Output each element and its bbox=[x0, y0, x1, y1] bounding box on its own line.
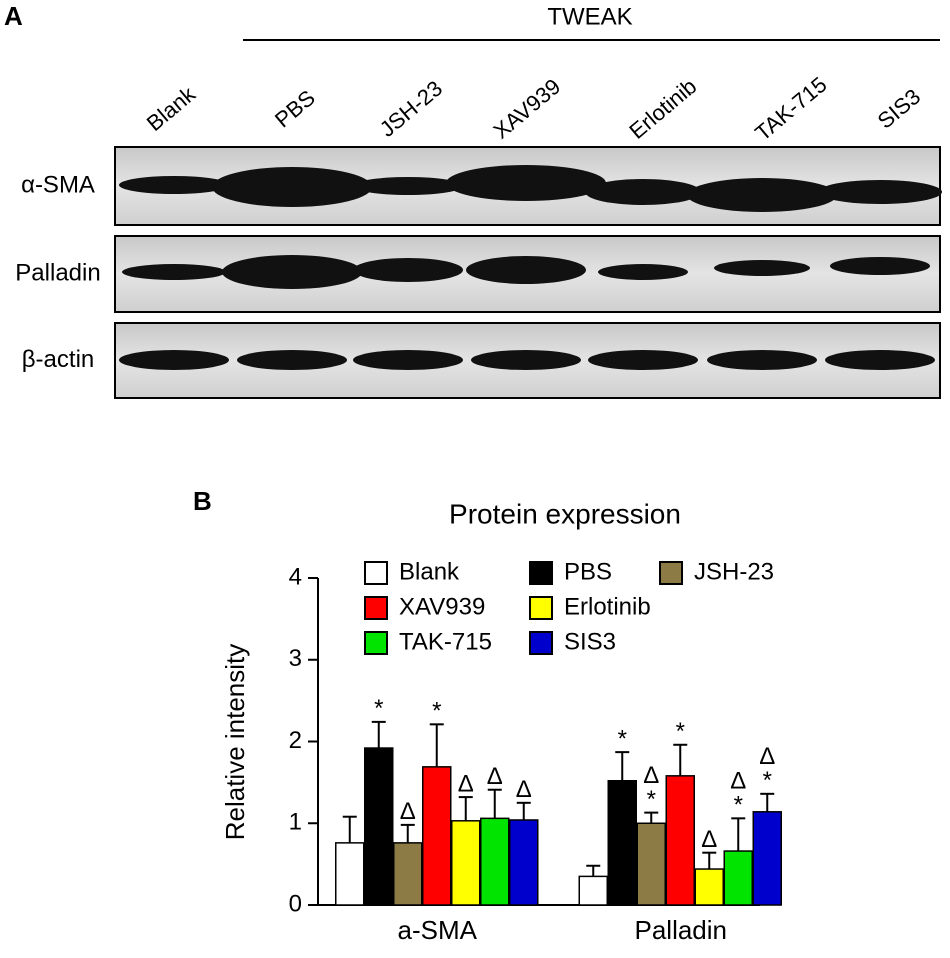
band bbox=[446, 165, 606, 201]
legend-label: PBS bbox=[564, 558, 612, 585]
significance-mark: * bbox=[432, 698, 441, 725]
lane-label: SIS3 bbox=[873, 84, 926, 134]
significance-mark: Δ bbox=[701, 826, 717, 853]
significance-mark: Δ bbox=[516, 776, 532, 803]
legend-swatch bbox=[529, 631, 553, 655]
treatment-header: TWEAK bbox=[547, 3, 632, 30]
legend-label: XAV939 bbox=[399, 593, 485, 620]
bar bbox=[752, 811, 782, 906]
bar bbox=[422, 766, 452, 906]
y-tick-label: 4 bbox=[289, 563, 302, 590]
band bbox=[122, 264, 226, 280]
legend-swatch bbox=[529, 561, 553, 585]
legend-label: TAK-715 bbox=[399, 628, 492, 655]
panel-label: A bbox=[4, 1, 23, 31]
legend-label: JSH-23 bbox=[694, 558, 774, 585]
significance-mark: * bbox=[374, 695, 383, 722]
band bbox=[119, 176, 229, 194]
significance-mark: * bbox=[734, 792, 743, 819]
bar bbox=[393, 842, 423, 906]
significance-mark: * bbox=[618, 725, 627, 752]
bar bbox=[451, 820, 481, 906]
bar bbox=[335, 842, 365, 906]
lane-label: Erlotinib bbox=[624, 74, 701, 144]
y-tick-label: 2 bbox=[289, 727, 302, 754]
lane-label: JSH-23 bbox=[375, 76, 447, 142]
significance-mark: Δ bbox=[400, 798, 416, 825]
band bbox=[598, 264, 688, 280]
significance-mark: * bbox=[676, 718, 685, 745]
band bbox=[212, 167, 372, 207]
band bbox=[714, 260, 810, 276]
band bbox=[687, 178, 837, 212]
band bbox=[830, 257, 930, 275]
legend-swatch bbox=[364, 561, 388, 585]
significance-mark: Δ bbox=[487, 763, 503, 790]
lane-label: TAK-715 bbox=[750, 72, 831, 146]
band bbox=[466, 256, 586, 284]
band bbox=[471, 350, 581, 370]
band bbox=[237, 350, 347, 370]
band bbox=[353, 258, 463, 282]
row-label: Palladin bbox=[15, 259, 100, 286]
x-tick-label: a-SMA bbox=[398, 915, 478, 945]
significance-mark: Δ bbox=[643, 762, 659, 789]
legend-label: Erlotinib bbox=[564, 593, 651, 620]
chart-title: Protein expression bbox=[449, 498, 681, 529]
significance-mark: Δ bbox=[759, 743, 775, 770]
band bbox=[707, 350, 817, 370]
row-label: α-SMA bbox=[21, 171, 95, 198]
bar bbox=[480, 817, 510, 906]
legend-swatch bbox=[364, 631, 388, 655]
band bbox=[353, 350, 463, 370]
y-tick-label: 0 bbox=[289, 890, 302, 917]
bar bbox=[607, 779, 637, 906]
lane-label: Blank bbox=[142, 81, 201, 136]
legend-swatch bbox=[364, 596, 388, 620]
significance-mark: * bbox=[763, 767, 772, 794]
band bbox=[585, 179, 701, 205]
bar bbox=[665, 775, 695, 906]
bar bbox=[636, 822, 666, 906]
legend-swatch bbox=[659, 561, 683, 585]
lane-label: XAV939 bbox=[489, 74, 566, 144]
band bbox=[222, 255, 362, 289]
legend-label: Blank bbox=[399, 558, 460, 585]
bar bbox=[694, 868, 724, 906]
y-tick-label: 3 bbox=[289, 645, 302, 672]
band bbox=[825, 350, 935, 370]
y-tick-label: 1 bbox=[289, 809, 302, 836]
lane-label: PBS bbox=[270, 85, 320, 132]
band bbox=[353, 177, 463, 195]
legend-swatch bbox=[529, 596, 553, 620]
significance-mark: Δ bbox=[458, 770, 474, 797]
significance-mark: Δ bbox=[730, 768, 746, 795]
bar bbox=[509, 819, 539, 906]
band bbox=[818, 180, 942, 204]
significance-mark: * bbox=[647, 786, 656, 813]
row-label: β-actin bbox=[22, 346, 95, 373]
band bbox=[119, 350, 229, 370]
bar bbox=[364, 747, 394, 906]
panel-label: B bbox=[193, 486, 212, 516]
band bbox=[588, 350, 698, 370]
bar bbox=[723, 850, 753, 906]
legend-label: SIS3 bbox=[564, 628, 616, 655]
x-tick-label: Palladin bbox=[634, 915, 727, 945]
y-axis-label: Relative intensity bbox=[220, 644, 250, 841]
bar bbox=[578, 875, 608, 906]
